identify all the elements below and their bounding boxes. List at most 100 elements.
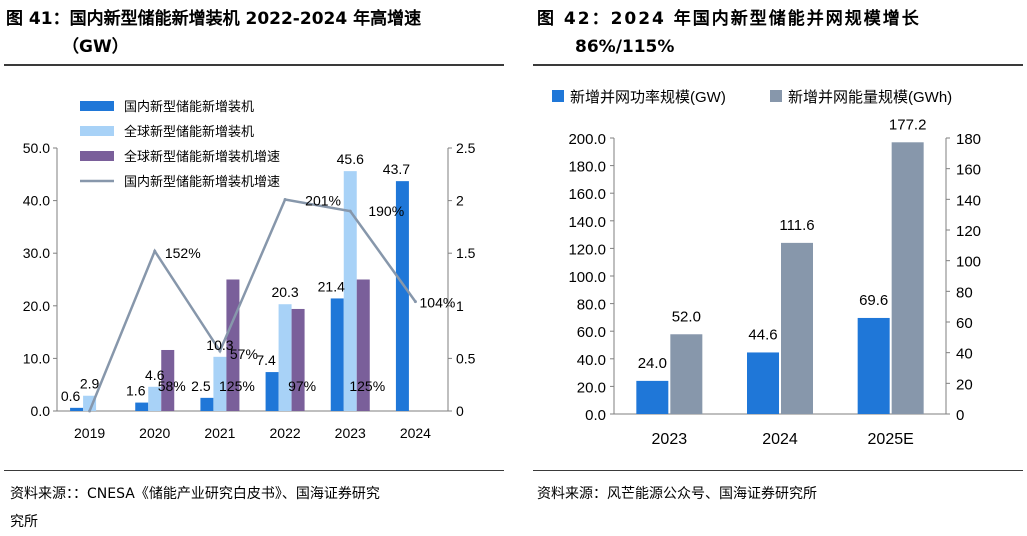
left-top-divider (4, 64, 504, 66)
x-tick-label: 2020 (139, 425, 170, 441)
y2-tick-label: 1 (456, 298, 464, 314)
y-tick-label: 140.0 (568, 214, 606, 231)
y-tick-label: 180.0 (568, 159, 606, 176)
left-bottom-divider (4, 470, 504, 471)
y2-tick-label: 60 (956, 315, 973, 332)
y2-tick-label: 160 (956, 162, 981, 179)
x-tick-label: 2024 (762, 431, 798, 448)
y-tick-label: 20.0 (577, 379, 606, 396)
domestic-install-label: 0.6 (61, 388, 81, 404)
left-source-line1: 资料来源：：CNESA《储能产业研究白皮书》、国海证券研究 (10, 486, 380, 502)
domestic-install-label: 1.6 (126, 383, 146, 399)
x-tick-label: 2024 (400, 425, 431, 441)
x-tick-label: 2019 (74, 425, 105, 441)
domestic-install-bar (135, 402, 149, 411)
domestic-growth-label: 201% (305, 193, 341, 209)
power-scale-label: 44.6 (748, 326, 777, 343)
legend-label: 全球新型储能新增装机 (124, 124, 254, 139)
domestic-install-bar (70, 407, 84, 411)
domestic-growth-point (413, 300, 417, 304)
legend-swatch (552, 90, 564, 102)
global-install-label: 10.3 (206, 337, 233, 353)
power-scale-label: 24.0 (638, 355, 667, 372)
y2-tick-label: 140 (956, 192, 981, 209)
legend-label: 新增并网功率规模(GW) (570, 89, 726, 106)
power-scale-bar (857, 317, 890, 414)
left-source-note: 资料来源：：CNESA《储能产业研究白皮书》、国海证券研究 究所 (10, 480, 510, 536)
global-install-label: 2.9 (80, 376, 100, 392)
y-tick-label: 160.0 (568, 186, 606, 203)
domestic-install-bar (330, 298, 344, 411)
global-install-label: 45.6 (337, 151, 364, 167)
global-growth-label: 97% (288, 378, 316, 394)
domestic-growth-label: 190% (368, 203, 404, 219)
y2-tick-label: 80 (956, 284, 973, 301)
y2-tick-label: 2 (456, 193, 464, 209)
y2-tick-label: 0 (456, 403, 464, 419)
global-growth-bar (161, 349, 175, 411)
domestic-install-bar (200, 397, 214, 411)
global-growth-label: 125% (349, 378, 385, 394)
global-growth-bar (356, 279, 370, 411)
right-top-divider (533, 64, 1023, 66)
domestic-growth-label: 104% (420, 295, 456, 311)
domestic-growth-label: 152% (165, 245, 201, 261)
y-tick-label: 50.0 (23, 140, 50, 156)
y2-tick-label: 100 (956, 254, 981, 271)
power-scale-label: 69.6 (859, 292, 888, 309)
x-tick-label: 2025E (868, 431, 914, 448)
global-install-label: 20.3 (271, 284, 298, 300)
y2-tick-label: 0.5 (456, 350, 476, 366)
y-tick-label: 30.0 (23, 245, 50, 261)
y2-tick-label: 1.5 (456, 245, 476, 261)
y-tick-label: 0.0 (585, 407, 606, 424)
y-tick-label: 40.0 (577, 352, 606, 369)
legend-label: 新增并网能量规模(GWh) (788, 89, 952, 106)
right-source-note: 资料来源：风芒能源公众号、国海证券研究所 (537, 486, 817, 502)
domestic-growth-line (88, 198, 417, 412)
domestic-install-label: 43.7 (383, 161, 410, 177)
y-tick-label: 60.0 (577, 324, 606, 341)
energy-scale-label: 177.2 (889, 116, 927, 133)
domestic-install-label: 21.4 (318, 278, 345, 294)
y-tick-label: 80.0 (577, 297, 606, 314)
legend-swatch (770, 90, 782, 102)
y-tick-label: 100.0 (568, 269, 606, 286)
y-tick-label: 200.0 (568, 131, 606, 148)
energy-scale-label: 52.0 (672, 308, 701, 325)
y-tick-label: 120.0 (568, 241, 606, 258)
y-tick-label: 0.0 (31, 403, 51, 419)
y-tick-label: 10.0 (23, 350, 50, 366)
legend-label: 国内新型储能新增装机 (124, 99, 254, 114)
global-growth-label: 125% (219, 378, 255, 394)
global-install-bar (278, 304, 292, 411)
left-chart-title: 图 41：国内新型储能新增装机 2022-2024 年高增速 (6, 9, 422, 29)
x-tick-label: 2023 (335, 425, 366, 441)
domestic-install-label: 7.4 (256, 352, 276, 368)
left-source-line2: 究所 (10, 514, 38, 530)
y-tick-label: 20.0 (23, 298, 50, 314)
global-install-bar (148, 386, 162, 411)
global-growth-bar (291, 308, 305, 411)
global-install-bar (213, 356, 227, 411)
right-bottom-divider (533, 470, 1023, 471)
right-chart-title: 图 42：2024 年国内新型储能并网规模增长 (537, 9, 921, 29)
power-scale-bar (636, 380, 669, 414)
legend-swatch (80, 151, 114, 161)
right-chart-title-line2: 86%/115% (575, 37, 675, 57)
legend-swatch (80, 101, 114, 111)
power-scale-bar (747, 352, 779, 414)
y2-tick-label: 0 (956, 407, 964, 424)
y2-tick-label: 180 (956, 131, 981, 148)
x-tick-label: 2023 (652, 431, 688, 448)
domestic-growth-point (88, 409, 92, 413)
energy-scale-bar (891, 142, 924, 414)
domestic-growth-point (218, 349, 222, 353)
y-tick-label: 40.0 (23, 193, 50, 209)
left-chart-title-unit: （GW） (62, 37, 129, 57)
y2-tick-label: 40 (956, 346, 973, 363)
global-install-label: 4.6 (145, 367, 165, 383)
energy-scale-bar (781, 242, 813, 414)
